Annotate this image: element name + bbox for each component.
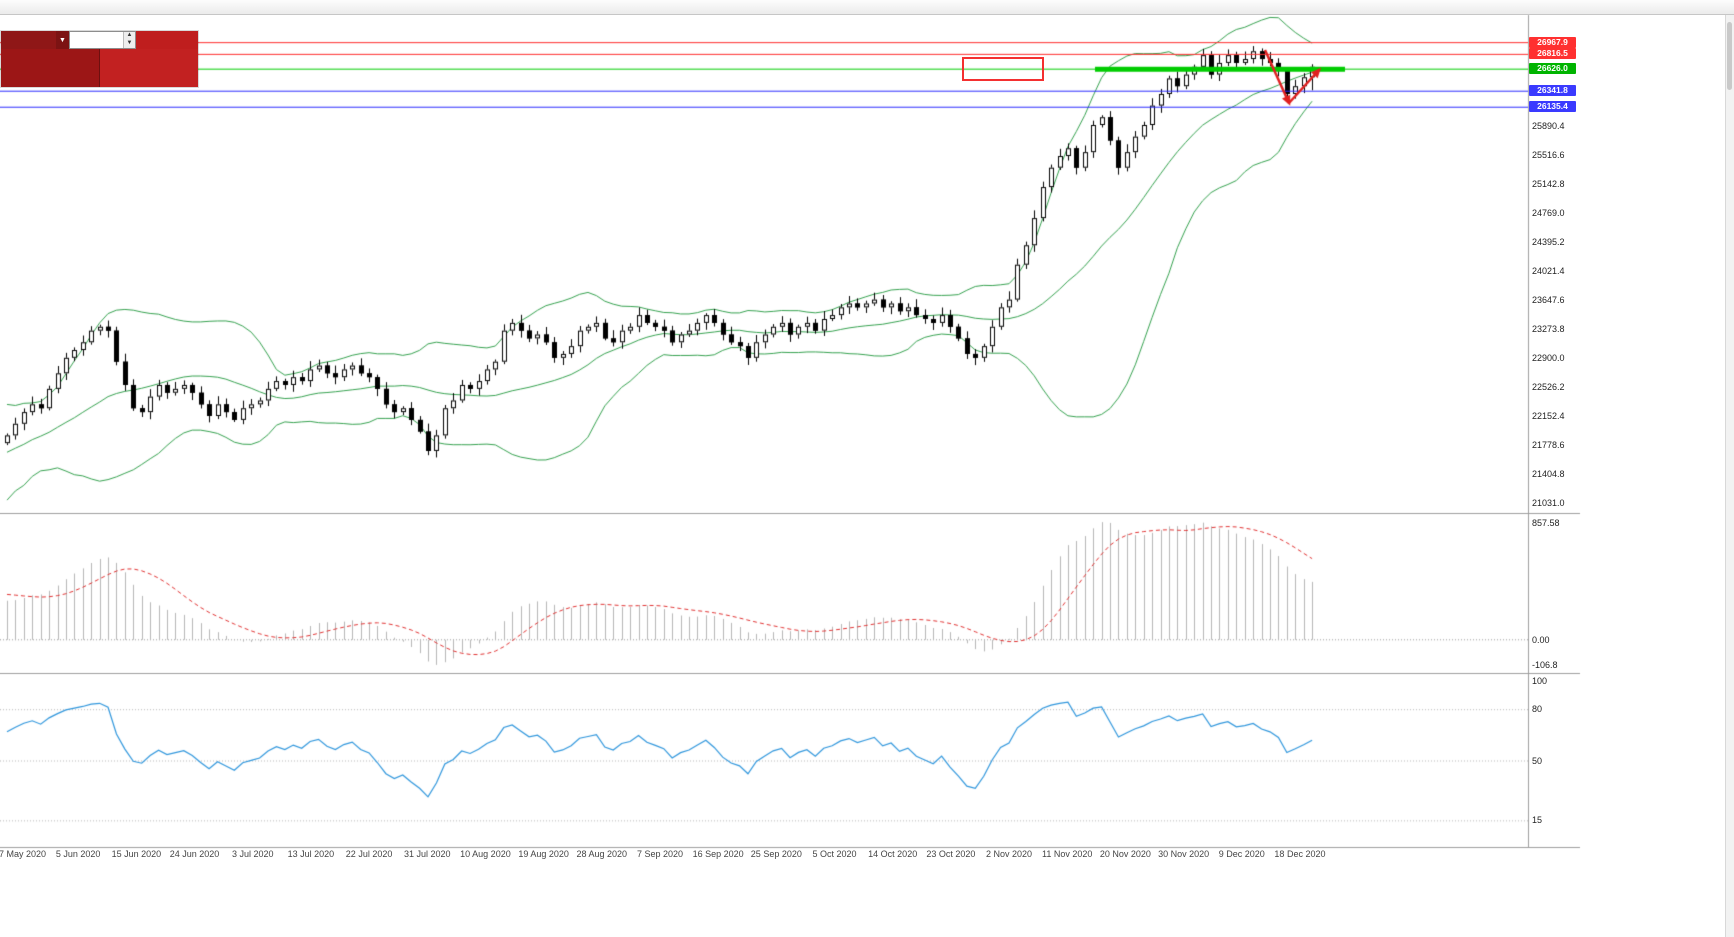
rsi-indicator-label xyxy=(5,677,10,687)
sell-button[interactable] xyxy=(1,31,56,49)
vertical-scrollbar[interactable] xyxy=(1725,0,1734,937)
lot-spinner: ▲ ▼ xyxy=(123,32,135,48)
lot-increase-button[interactable]: ▲ xyxy=(124,32,135,40)
macd-indicator-label xyxy=(5,517,14,527)
sell-price-display[interactable] xyxy=(1,49,100,87)
price-level-annotation[interactable] xyxy=(962,57,1044,81)
lot-decrease-button[interactable]: ▼ xyxy=(124,40,135,48)
scrollbar-thumb[interactable] xyxy=(1727,22,1732,90)
lot-size-input[interactable]: ▲ ▼ xyxy=(69,31,136,49)
one-click-trading-panel: ▼ ▲ ▼ xyxy=(1,31,198,87)
buy-price-display[interactable] xyxy=(99,49,198,87)
order-type-dropdown[interactable]: ▼ xyxy=(56,31,69,49)
toolbar xyxy=(0,0,1734,15)
chart-header xyxy=(5,17,34,28)
buy-button[interactable] xyxy=(136,31,198,49)
